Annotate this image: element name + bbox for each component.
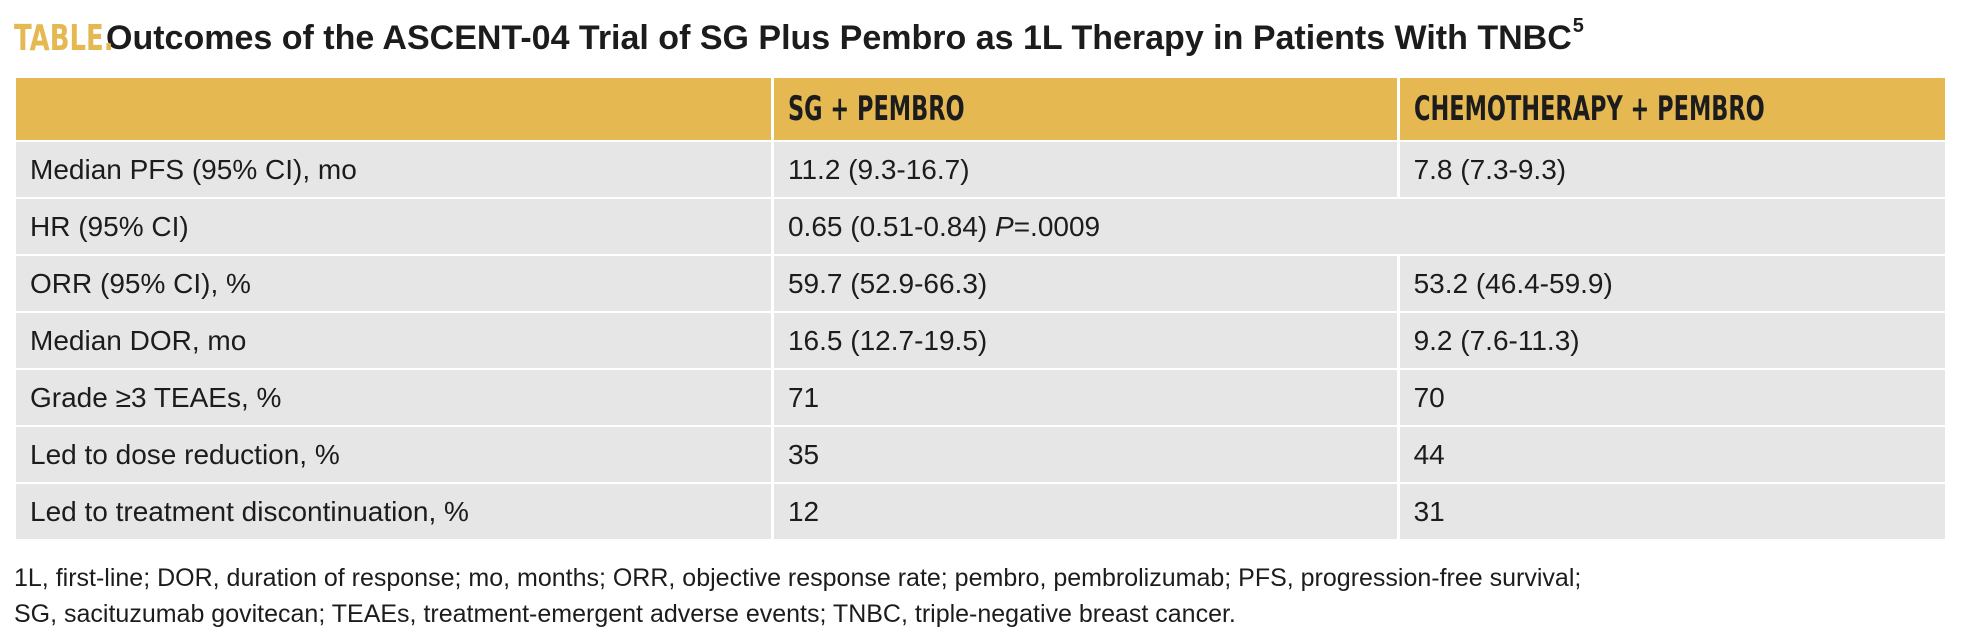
chemo-pembro-value: 31 bbox=[1399, 484, 1945, 539]
table-title: TABLE. Outcomes of the ASCENT-04 Trial o… bbox=[14, 8, 1584, 68]
sg-pembro-value: 71 bbox=[773, 370, 1397, 425]
sg-pembro-value: 11.2 (9.3-16.7) bbox=[773, 142, 1397, 197]
hr-value: 0.65 (0.51-0.84) bbox=[787, 210, 988, 242]
footnote-line: 1L, first-line; DOR, duration of respons… bbox=[14, 564, 1582, 592]
row-label: ORR (95% CI), % bbox=[16, 256, 771, 311]
sg-pembro-value: 35 bbox=[773, 427, 1397, 482]
row-label: Median PFS (95% CI), mo bbox=[16, 142, 771, 197]
header-cell-chemo-pembro: CHEMOTHERAPY + PEMBRO bbox=[1399, 78, 1945, 140]
sg-pembro-value: 12 bbox=[773, 484, 1397, 539]
footnote-line: SG, sacituzumab govitecan; TEAEs, treatm… bbox=[14, 600, 1236, 628]
table-row: Led to treatment discontinuation, % 12 3… bbox=[16, 484, 1945, 539]
table-label: TABLE. bbox=[14, 17, 114, 59]
row-label: Led to dose reduction, % bbox=[16, 427, 771, 482]
table-row: Led to dose reduction, % 35 44 bbox=[16, 427, 1945, 482]
chemo-pembro-value: 7.8 (7.3-9.3) bbox=[1399, 142, 1945, 197]
title-reference-superscript: 5 bbox=[1572, 14, 1584, 37]
row-label: Led to treatment discontinuation, % bbox=[16, 484, 771, 539]
merged-hr-value: 0.65 (0.51-0.84) P=.0009 bbox=[773, 199, 1945, 254]
header-cell-sg-pembro: SG + PEMBRO bbox=[773, 78, 1397, 140]
p-value: =.0009 bbox=[1013, 210, 1101, 242]
header-label: CHEMOTHERAPY + PEMBRO bbox=[1413, 89, 1765, 129]
table-row: Median DOR, mo 16.5 (12.7-19.5) 9.2 (7.6… bbox=[16, 313, 1945, 368]
outcomes-table: SG + PEMBRO CHEMOTHERAPY + PEMBRO Median… bbox=[13, 76, 1948, 541]
table-row: ORR (95% CI), % 59.7 (52.9-66.3) 53.2 (4… bbox=[16, 256, 1945, 311]
sg-pembro-value: 59.7 (52.9-66.3) bbox=[773, 256, 1397, 311]
row-label: HR (95% CI) bbox=[16, 199, 771, 254]
chemo-pembro-value: 70 bbox=[1399, 370, 1945, 425]
header-label: SG + PEMBRO bbox=[787, 89, 965, 129]
header-cell-empty bbox=[16, 78, 771, 140]
p-label: P bbox=[995, 210, 1014, 242]
header-row: SG + PEMBRO CHEMOTHERAPY + PEMBRO bbox=[16, 78, 1945, 140]
table-row: Median PFS (95% CI), mo 11.2 (9.3-16.7) … bbox=[16, 142, 1945, 197]
table-footnote: 1L, first-line; DOR, duration of respons… bbox=[14, 560, 1944, 632]
title-text: Outcomes of the ASCENT-04 Trial of SG Pl… bbox=[106, 18, 1572, 57]
chemo-pembro-value: 9.2 (7.6-11.3) bbox=[1399, 313, 1945, 368]
chemo-pembro-value: 53.2 (46.4-59.9) bbox=[1399, 256, 1945, 311]
row-label: Median DOR, mo bbox=[16, 313, 771, 368]
sg-pembro-value: 16.5 (12.7-19.5) bbox=[773, 313, 1397, 368]
table-row: HR (95% CI) 0.65 (0.51-0.84) P=.0009 bbox=[16, 199, 1945, 254]
row-label: Grade ≥3 TEAEs, % bbox=[16, 370, 771, 425]
chemo-pembro-value: 44 bbox=[1399, 427, 1945, 482]
table-row: Grade ≥3 TEAEs, % 71 70 bbox=[16, 370, 1945, 425]
